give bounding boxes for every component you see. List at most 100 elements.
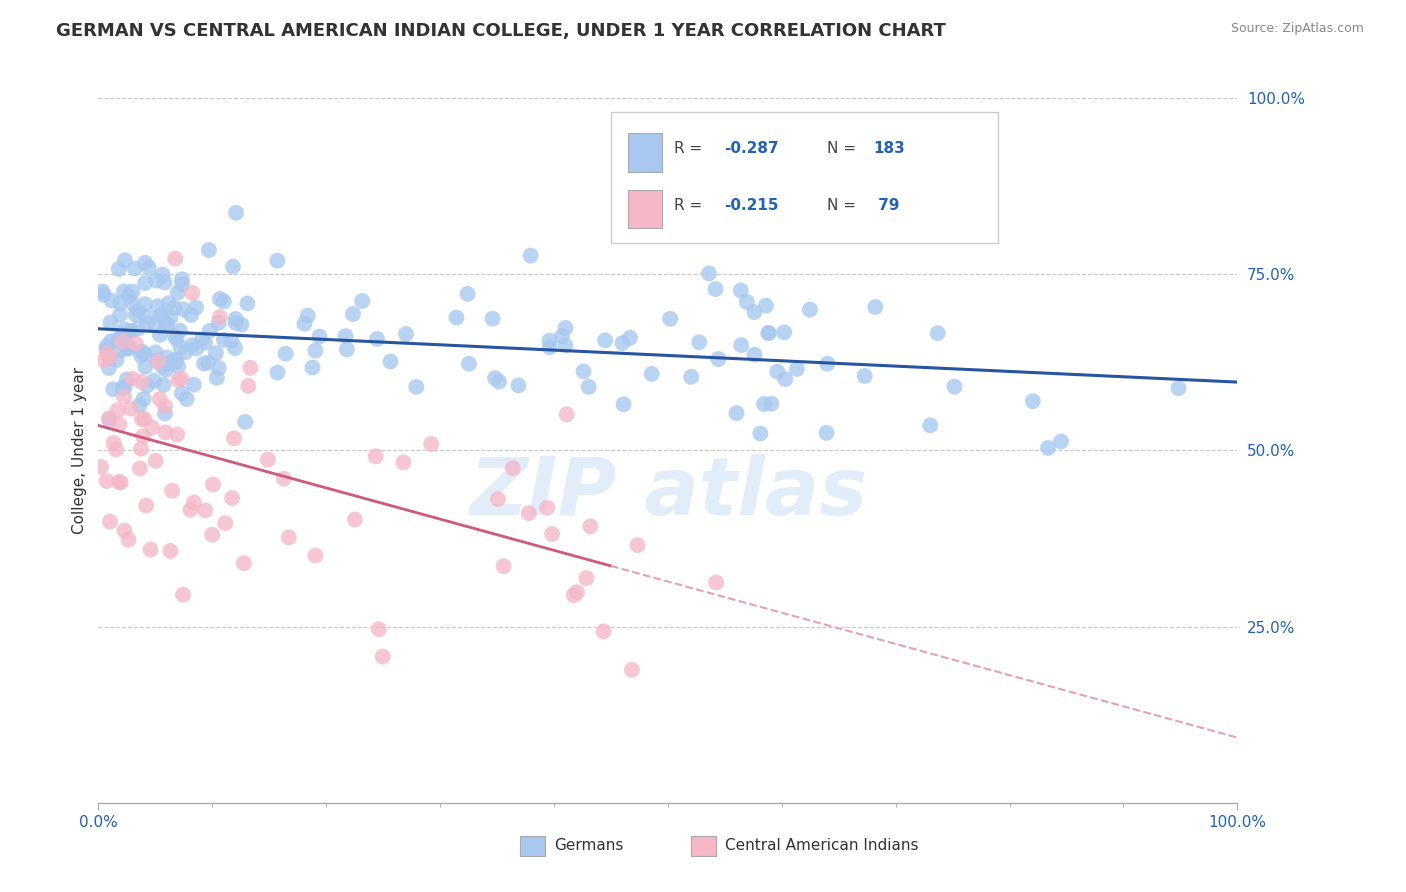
Point xyxy=(132,429,155,443)
Text: N =: N = xyxy=(827,141,860,156)
Point xyxy=(159,544,181,558)
Point xyxy=(239,360,262,375)
Point xyxy=(562,588,585,602)
Point xyxy=(111,334,134,349)
Text: R =: R = xyxy=(673,141,707,156)
Point xyxy=(231,318,253,332)
Point xyxy=(502,461,524,475)
Y-axis label: College, Under 1 year: College, Under 1 year xyxy=(72,367,87,534)
Point xyxy=(150,308,173,322)
Point xyxy=(170,371,193,385)
Point xyxy=(612,336,634,351)
Point xyxy=(266,253,288,268)
Point xyxy=(343,512,366,526)
Point xyxy=(134,276,156,290)
Point xyxy=(626,538,648,552)
Point xyxy=(170,272,193,286)
Point xyxy=(815,357,838,371)
Point xyxy=(127,321,149,335)
Point xyxy=(224,341,246,355)
Point xyxy=(169,341,191,355)
Point xyxy=(575,571,598,585)
Point xyxy=(446,310,468,325)
Point xyxy=(619,331,641,345)
Point xyxy=(172,277,194,292)
Point xyxy=(124,261,146,276)
Point xyxy=(139,542,162,557)
Point xyxy=(149,392,172,407)
Point xyxy=(335,329,357,343)
Point xyxy=(157,356,180,370)
Point xyxy=(124,336,146,351)
Point xyxy=(118,341,141,355)
Text: -0.215: -0.215 xyxy=(724,198,778,212)
Point xyxy=(121,296,143,310)
Point xyxy=(592,624,614,639)
Point xyxy=(131,375,153,389)
Point xyxy=(508,378,530,392)
Point xyxy=(155,317,177,331)
Point xyxy=(1167,381,1189,395)
Point xyxy=(304,549,326,563)
Point xyxy=(579,519,602,533)
Point xyxy=(538,334,561,348)
Point xyxy=(555,408,578,422)
Point xyxy=(115,339,138,353)
Point xyxy=(114,524,136,538)
Point xyxy=(110,343,132,357)
Point xyxy=(773,326,796,340)
Point xyxy=(155,425,177,440)
Point xyxy=(180,308,202,322)
Point xyxy=(707,352,730,367)
Point xyxy=(105,442,128,457)
Point xyxy=(761,396,783,410)
Point xyxy=(198,324,221,338)
Point xyxy=(208,310,231,324)
Point xyxy=(107,333,129,347)
Point xyxy=(96,346,118,360)
Point xyxy=(114,380,136,394)
Point xyxy=(114,253,136,268)
Point xyxy=(149,309,172,323)
Point xyxy=(108,475,131,489)
Point xyxy=(551,329,574,343)
Point xyxy=(208,316,231,330)
Point xyxy=(110,475,132,490)
Point xyxy=(138,260,160,275)
Point xyxy=(352,293,374,308)
Point xyxy=(100,350,122,364)
Point xyxy=(93,288,115,302)
Point xyxy=(620,663,643,677)
Point xyxy=(301,360,323,375)
Point xyxy=(194,503,217,517)
Point xyxy=(799,302,821,317)
Point xyxy=(744,348,766,362)
Point xyxy=(297,309,319,323)
Point xyxy=(108,308,131,322)
Point xyxy=(488,375,510,389)
Point xyxy=(134,297,156,311)
Point xyxy=(131,412,153,426)
Point xyxy=(153,406,176,420)
Point xyxy=(457,357,479,371)
Point xyxy=(90,459,112,474)
Point xyxy=(481,311,503,326)
Point xyxy=(191,333,214,347)
Point xyxy=(165,355,187,369)
Point xyxy=(336,343,359,357)
Point xyxy=(186,342,208,356)
Point xyxy=(208,361,231,376)
Point xyxy=(145,454,167,468)
Point xyxy=(169,324,191,338)
Point xyxy=(98,361,121,376)
Text: Central American Indians: Central American Indians xyxy=(725,838,918,854)
Point xyxy=(233,556,256,570)
Point xyxy=(786,362,808,376)
Point xyxy=(222,260,245,274)
Point xyxy=(640,367,662,381)
Point xyxy=(108,417,131,432)
Point xyxy=(129,461,152,475)
Point xyxy=(166,332,188,346)
Point xyxy=(205,371,228,385)
Point xyxy=(91,285,114,299)
